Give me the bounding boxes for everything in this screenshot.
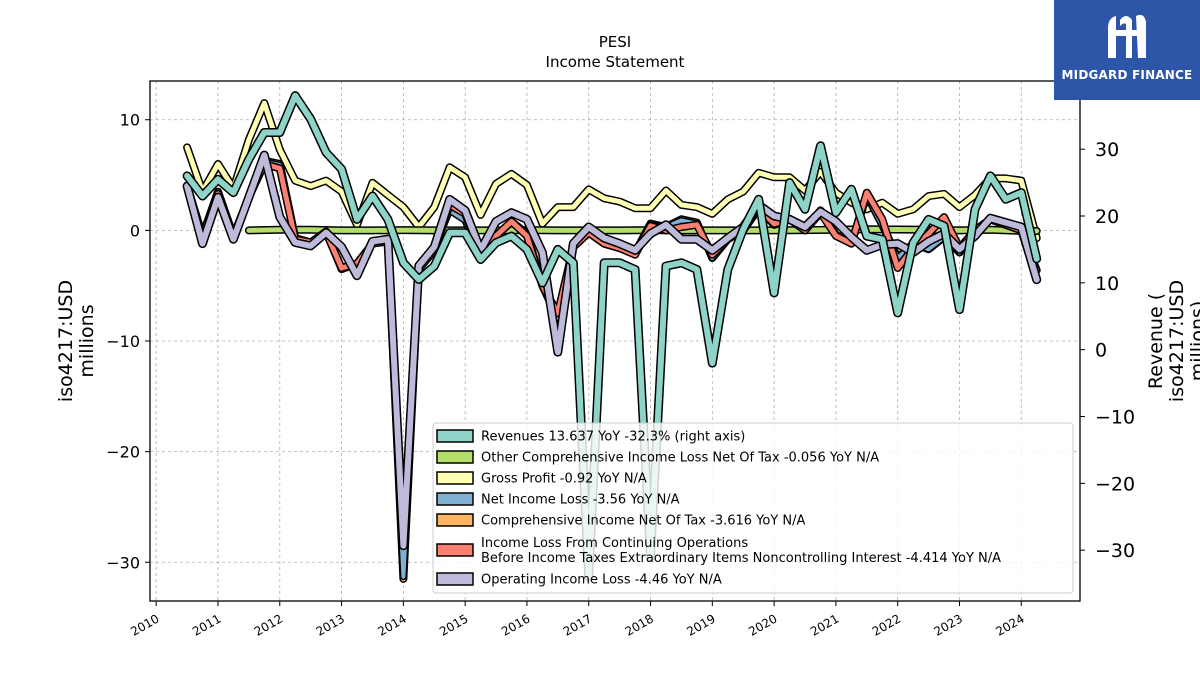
left-axis-label-line2: millions	[76, 304, 98, 377]
series-line	[184, 100, 1040, 241]
legend-swatch	[436, 513, 474, 527]
right-axis-label-line3: millions)	[1187, 301, 1200, 382]
legend-label: Gross Profit -0.92 YoY N/A	[481, 472, 647, 487]
brand-mark-icon	[1108, 14, 1146, 58]
chart-title: PESI	[599, 33, 631, 51]
right-tick-label: 20	[1095, 206, 1119, 228]
series-layer	[182, 91, 1042, 583]
legend-label: Other Comprehensive Income Loss Net Of T…	[481, 451, 879, 466]
series-line	[184, 92, 1040, 580]
right-axis-label-line1: Revenue (	[1145, 293, 1167, 389]
legend-swatch	[436, 471, 474, 485]
right-tick-label: −10	[1095, 407, 1135, 429]
legend-swatch	[436, 572, 474, 586]
left-tick-label: 10	[120, 111, 140, 130]
series-line	[184, 152, 1040, 549]
legend-label: Income Loss From Continuing Operations Be…	[481, 536, 1001, 566]
right-tick-label: 10	[1095, 273, 1119, 295]
legend-swatch	[436, 543, 474, 557]
right-axis-label: Revenue ( iso4217:USD millions)	[1145, 280, 1200, 402]
legend-swatch	[436, 450, 474, 464]
brand-logo: MIDGARD FINANCE	[1054, 0, 1200, 100]
legend-swatch	[436, 429, 474, 443]
legend: Revenues 13.637 YoY -32.3% (right axis) O…	[432, 422, 1074, 594]
left-tick-label: −20	[106, 443, 140, 462]
right-tick-label: 0	[1095, 340, 1107, 362]
left-axis-label: iso4217:USD millions	[55, 280, 98, 402]
left-tick-label: −10	[106, 332, 140, 351]
left-tick-label: −30	[106, 553, 140, 572]
series-gross-profit	[183, 99, 1041, 243]
legend-label: Net Income Loss -3.56 YoY N/A	[481, 493, 680, 508]
left-axis-label-line1: iso4217:USD	[55, 280, 77, 402]
legend-label: Revenues 13.637 YoY -32.3% (right axis)	[481, 430, 745, 445]
chart-subtitle: Income Statement	[546, 53, 685, 71]
legend-label: Comprehensive Income Net Of Tax -3.616 Y…	[481, 514, 806, 529]
right-tick-label: −30	[1095, 540, 1135, 562]
legend-swatch	[436, 492, 474, 506]
brand-name: MIDGARD FINANCE	[1061, 68, 1193, 82]
left-axis: 10 0 −10 −20 −30	[106, 111, 150, 572]
left-tick-label: 0	[130, 221, 140, 240]
legend-items: Revenues 13.637 YoY -32.3% (right axis) O…	[436, 429, 1001, 588]
series-operating-income-loss	[182, 150, 1042, 551]
legend-label: Operating Income Loss -4.46 YoY N/A	[481, 573, 722, 588]
right-axis: 30 20 10 0 −10 −20 −30	[1080, 139, 1135, 562]
legend-box	[432, 422, 1074, 594]
right-tick-label: −20	[1095, 473, 1135, 495]
series-revenues	[182, 91, 1042, 582]
right-axis-label-line2: iso4217:USD	[1166, 280, 1188, 402]
right-tick-label: 30	[1095, 139, 1119, 161]
